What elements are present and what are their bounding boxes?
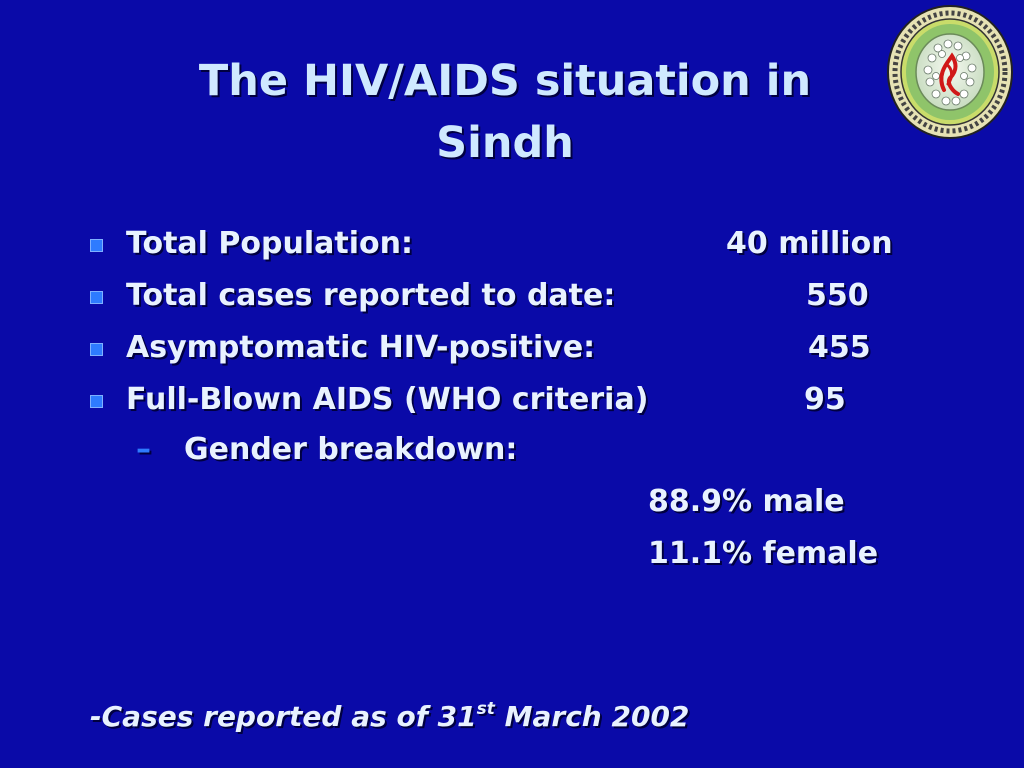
bullet-square-icon <box>90 343 103 356</box>
bullet-value: 550 <box>806 278 869 313</box>
footnote-prefix: -Cases reported as of 31 <box>90 700 477 733</box>
bullet-value: 40 million <box>726 226 893 261</box>
bullet-label: Total cases reported to date: <box>126 278 616 313</box>
dash-bullet-icon: – <box>136 432 151 467</box>
hiv-virus-emblem-icon <box>887 5 1013 139</box>
bullet-square-icon <box>90 395 103 408</box>
bullet-label: Total Population: <box>126 226 413 261</box>
slide-title: The HIV/AIDS situation in Sindh <box>80 50 930 174</box>
footnote: -Cases reported as of 31st March 2002 <box>90 684 689 734</box>
title-line-2: Sindh <box>436 118 574 168</box>
sub-bullet-label: Gender breakdown: <box>184 432 518 467</box>
bullet-label: Asymptomatic HIV-positive: <box>126 330 596 365</box>
bullet-square-icon <box>90 291 103 304</box>
bullet-label: Full-Blown AIDS (WHO criteria) <box>126 382 649 417</box>
male-percentage: 88.9% male <box>648 484 845 519</box>
footnote-suffix: March 2002 <box>494 700 690 733</box>
footnote-superscript: st <box>476 699 495 719</box>
bullet-value: 455 <box>808 330 871 365</box>
title-line-1: The HIV/AIDS situation in <box>198 56 812 106</box>
bullet-value: 95 <box>804 382 846 417</box>
female-percentage: 11.1% female <box>648 536 879 571</box>
bullet-square-icon <box>90 239 103 252</box>
